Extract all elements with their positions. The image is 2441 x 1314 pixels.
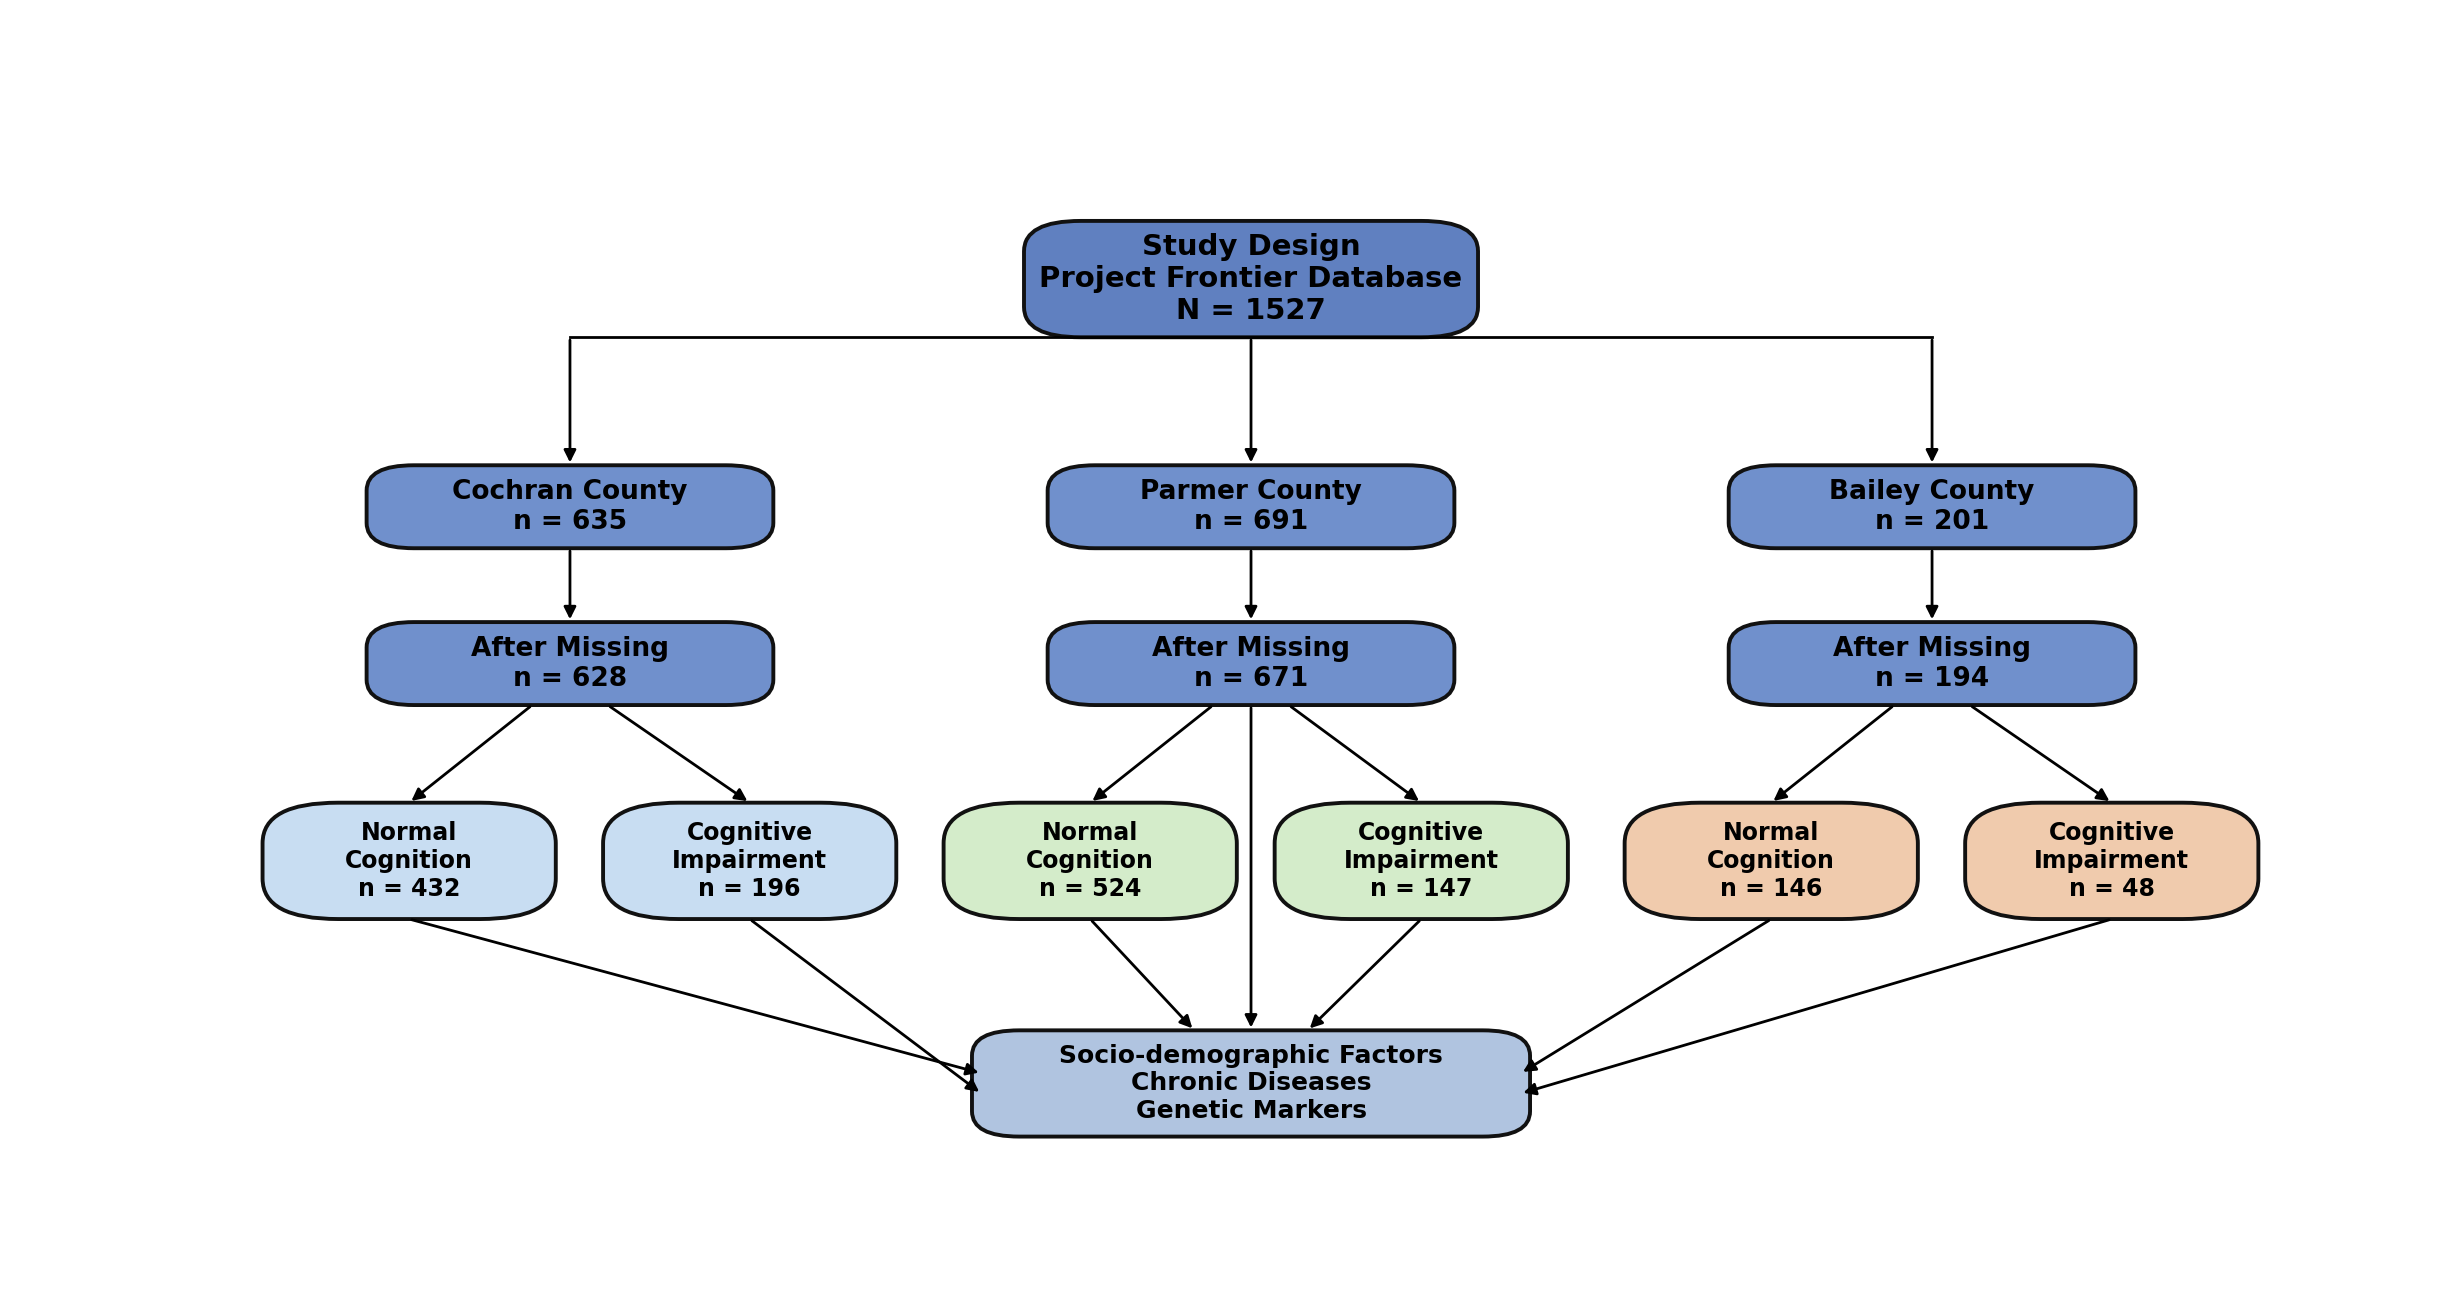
Text: Study Design
Project Frontier Database
N = 1527: Study Design Project Frontier Database N… (1040, 233, 1462, 326)
FancyBboxPatch shape (366, 465, 774, 548)
FancyBboxPatch shape (1728, 465, 2136, 548)
Text: Cognitive
Impairment
n = 48: Cognitive Impairment n = 48 (2033, 821, 2190, 900)
Text: Normal
Cognition
n = 146: Normal Cognition n = 146 (1706, 821, 1836, 900)
Text: Normal
Cognition
n = 432: Normal Cognition n = 432 (344, 821, 474, 900)
FancyBboxPatch shape (603, 803, 896, 918)
FancyBboxPatch shape (1025, 221, 1479, 338)
Text: After Missing
n = 671: After Missing n = 671 (1152, 636, 1350, 691)
Text: Socio-demographic Factors
Chronic Diseases
Genetic Markers: Socio-demographic Factors Chronic Diseas… (1059, 1043, 1443, 1123)
FancyBboxPatch shape (1728, 622, 2136, 706)
FancyBboxPatch shape (366, 622, 774, 706)
Text: Normal
Cognition
n = 524: Normal Cognition n = 524 (1025, 821, 1155, 900)
Text: Parmer County
n = 691: Parmer County n = 691 (1140, 478, 1362, 535)
Text: Cognitive
Impairment
n = 196: Cognitive Impairment n = 196 (671, 821, 827, 900)
FancyBboxPatch shape (1047, 622, 1455, 706)
Text: Cochran County
n = 635: Cochran County n = 635 (452, 478, 688, 535)
FancyBboxPatch shape (1626, 803, 1919, 918)
FancyBboxPatch shape (264, 803, 557, 918)
Text: After Missing
n = 628: After Missing n = 628 (471, 636, 669, 691)
FancyBboxPatch shape (1965, 803, 2258, 918)
Text: Bailey County
n = 201: Bailey County n = 201 (1828, 478, 2036, 535)
Text: After Missing
n = 194: After Missing n = 194 (1833, 636, 2031, 691)
FancyBboxPatch shape (1047, 465, 1455, 548)
FancyBboxPatch shape (972, 1030, 1531, 1137)
Text: Cognitive
Impairment
n = 147: Cognitive Impairment n = 147 (1345, 821, 1499, 900)
FancyBboxPatch shape (1274, 803, 1567, 918)
FancyBboxPatch shape (945, 803, 1238, 918)
